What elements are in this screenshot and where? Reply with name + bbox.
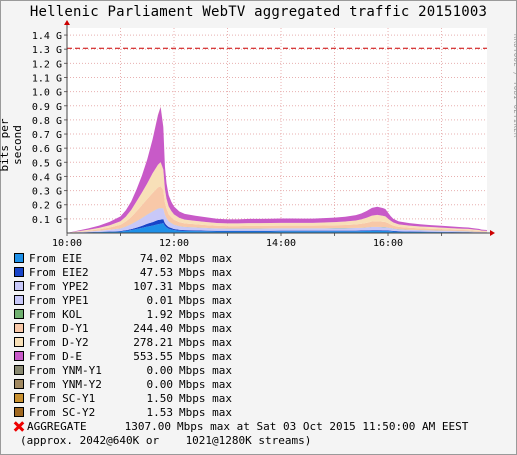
legend-value: 107.31 bbox=[133, 280, 173, 293]
legend-label: From SC-Y2 bbox=[29, 406, 96, 419]
legend-item: From YPE1 0.01 Mbps max bbox=[14, 294, 232, 308]
legend-item: From YPE2 107.31 Mbps max bbox=[14, 280, 232, 294]
legend-unit: Mbps max bbox=[179, 392, 232, 405]
aggregate-row: AGGREGATE 1307.00 Mbps max at Sat 03 Oct 2… bbox=[14, 420, 468, 434]
aggregate-value: 1307.00 bbox=[124, 420, 171, 433]
y-tick-label: 1.4 G bbox=[32, 31, 62, 42]
legend-label: From D-Y1 bbox=[29, 322, 89, 335]
series-area-ype2 bbox=[67, 208, 487, 233]
y-tick-label: 0.2 G bbox=[32, 201, 62, 212]
legend-swatch bbox=[14, 351, 24, 361]
legend-label: From KOL bbox=[29, 308, 82, 321]
x-tick-label: 10:00 bbox=[52, 238, 82, 249]
legend-swatch bbox=[14, 281, 24, 291]
legend-unit: Mbps max bbox=[179, 280, 232, 293]
legend-unit: Mbps max bbox=[179, 308, 232, 321]
legend-value: 74.02 bbox=[139, 252, 173, 265]
legend-label: From D-Y2 bbox=[29, 336, 89, 349]
y-tick-label: 0.7 G bbox=[32, 130, 62, 141]
legend-item: From YNM-Y1 0.00 Mbps max bbox=[14, 364, 232, 378]
y-tick-label: 1.1 G bbox=[32, 73, 62, 84]
approx-streams: (approx. 2042@640K or 1021@1280K streams… bbox=[20, 434, 312, 447]
y-tick-label: 0.8 G bbox=[32, 116, 62, 127]
legend-label: From EIE bbox=[29, 252, 82, 265]
legend-label: From YNM-Y1 bbox=[29, 364, 102, 377]
series-area-d-y2 bbox=[67, 162, 487, 233]
legend-unit: Mbps max bbox=[179, 252, 232, 265]
series-area-d-y1 bbox=[67, 186, 487, 233]
legend-item: From SC-Y1 1.50 Mbps max bbox=[14, 392, 232, 406]
y-tick-label: 0.5 G bbox=[32, 158, 62, 169]
aggregate-text: Mbps max at Sat 03 Oct 2015 11:50:00 AM … bbox=[177, 420, 469, 433]
y-axis-arrow-icon bbox=[64, 20, 70, 25]
aggregate-label: AGGREGATE bbox=[27, 420, 87, 433]
legend-label: From YNM-Y2 bbox=[29, 378, 102, 391]
series-area-eie2 bbox=[67, 219, 487, 233]
legend-swatch bbox=[14, 337, 24, 347]
legend-value: 1.92 bbox=[146, 308, 174, 321]
series-area-eie bbox=[67, 223, 487, 233]
x-axis-arrow-icon bbox=[490, 230, 495, 236]
legend-value: 244.40 bbox=[133, 322, 173, 335]
legend-swatch bbox=[14, 323, 24, 333]
legend-item: From KOL 1.92 Mbps max bbox=[14, 308, 232, 322]
aggregate-marker-icon bbox=[14, 421, 24, 431]
legend-swatch bbox=[14, 365, 24, 375]
legend-value: 0.00 bbox=[146, 364, 174, 377]
legend-item: From EIE 74.02 Mbps max bbox=[14, 252, 232, 266]
legend-value: 553.55 bbox=[133, 350, 173, 363]
plot-background bbox=[67, 28, 487, 233]
legend-swatch bbox=[14, 295, 24, 305]
legend-unit: Mbps max bbox=[179, 266, 232, 279]
legend-label: From YPE1 bbox=[29, 294, 89, 307]
legend-label: From EIE2 bbox=[29, 266, 89, 279]
legend-item: From YNM-Y2 0.00 Mbps max bbox=[14, 378, 232, 392]
legend-swatch bbox=[14, 393, 24, 403]
legend-value: 278.21 bbox=[133, 336, 173, 349]
legend-swatch bbox=[14, 267, 24, 277]
legend-unit: Mbps max bbox=[179, 336, 232, 349]
legend-label: From D-E bbox=[29, 350, 82, 363]
chart-title: Hellenic Parliament WebTV aggregated tra… bbox=[29, 4, 488, 20]
legend-item: From D-Y1 244.40 Mbps max bbox=[14, 322, 232, 336]
x-tick-label: 16:00 bbox=[373, 238, 403, 249]
x-tick-label: 12:00 bbox=[159, 238, 189, 249]
y-tick-label: 0.4 G bbox=[32, 172, 62, 183]
legend-unit: Mbps max bbox=[179, 322, 232, 335]
legend-label: From YPE2 bbox=[29, 280, 89, 293]
legend-item: From EIE2 47.53 Mbps max bbox=[14, 266, 232, 280]
legend-value: 0.00 bbox=[146, 378, 174, 391]
legend-swatch bbox=[14, 379, 24, 389]
y-tick-label: 1.0 G bbox=[32, 88, 62, 99]
legend-value: 1.50 bbox=[146, 392, 174, 405]
legend-unit: Mbps max bbox=[179, 406, 232, 419]
legend-swatch bbox=[14, 253, 24, 263]
legend-unit: Mbps max bbox=[179, 350, 232, 363]
x-tick-label: 14:00 bbox=[266, 238, 296, 249]
legend-swatch bbox=[14, 309, 24, 319]
legend-value: 1.53 bbox=[146, 406, 174, 419]
y-tick-label: 0.1 G bbox=[32, 215, 62, 226]
legend-label: From SC-Y1 bbox=[29, 392, 96, 405]
legend-item: From D-Y2 278.21 Mbps max bbox=[14, 336, 232, 350]
legend-unit: Mbps max bbox=[179, 294, 232, 307]
y-tick-label: 0.3 G bbox=[32, 187, 62, 198]
legend-value: 47.53 bbox=[139, 266, 173, 279]
legend-unit: Mbps max bbox=[179, 364, 232, 377]
y-tick-label: 1.2 G bbox=[32, 59, 62, 70]
legend-item: From SC-Y2 1.53 Mbps max bbox=[14, 406, 232, 420]
y-tick-label: 0.9 G bbox=[32, 102, 62, 113]
y-tick-label: 0.6 G bbox=[32, 144, 62, 155]
legend-item: From D-E 553.55 Mbps max bbox=[14, 350, 232, 364]
legend-unit: Mbps max bbox=[179, 378, 232, 391]
legend-swatch bbox=[14, 407, 24, 417]
series-area-d-e bbox=[67, 107, 487, 233]
stacked-area-chart: 0.1 G 0.2 G 0.3 G 0.4 G 0.5 G 0.6 G 0.7 G 0.8 G… bbox=[32, 20, 495, 249]
y-tick-label: 1.3 G bbox=[32, 45, 62, 56]
legend-value: 0.01 bbox=[146, 294, 174, 307]
